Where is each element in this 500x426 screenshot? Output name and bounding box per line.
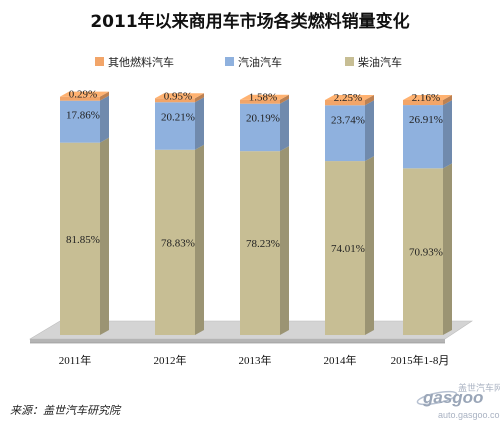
bar-top-3 [325,95,374,100]
legend-swatch-diesel [345,57,354,66]
bar-side-diesel-1 [195,144,204,335]
legend-swatch-gasoline [225,57,234,66]
value-label-other-1: 0.95% [164,90,192,102]
bar-side-gasoline-1 [195,97,204,150]
watermark-tagline: 盖世汽车网 [458,382,500,393]
legend-label-diesel: 柴油汽车 [358,55,402,69]
value-label-diesel-1: 78.83% [161,237,195,249]
bar-diesel-1 [155,149,195,335]
bar-side-gasoline-0 [100,95,109,143]
value-label-diesel-3: 74.01% [331,243,365,255]
bar-side-other-4 [443,95,452,106]
bar-top-0 [60,91,109,97]
bar-side-other-1 [195,93,204,103]
bar-side-diesel-3 [365,156,374,335]
legend-label-other: 其他燃料汽车 [108,55,174,69]
value-label-other-2: 1.58% [249,92,277,104]
source-note: 来源：盖世汽车研究院 [10,404,122,417]
bar-other-4 [403,100,443,106]
bar-gasoline-2 [240,103,280,152]
bar-diesel-0 [60,142,100,335]
bar-gasoline-0 [60,100,100,143]
legend-swatch-other [95,57,104,66]
bar-other-3 [325,100,365,106]
bar-side-gasoline-3 [365,100,374,162]
bar-gasoline-3 [325,105,365,162]
watermark-logo: gasgoo [422,388,483,407]
category-label-2: 2013年 [239,353,272,367]
bar-side-other-0 [100,91,109,101]
value-label-gasoline-2: 20.19% [246,113,280,125]
category-label-0: 2011年 [59,353,92,367]
value-label-diesel-0: 81.85% [66,234,100,246]
gasgoo-logo-icon: gasgoo [416,388,483,407]
bar-side-diesel-4 [443,163,452,335]
chart-title: 2011年以来商用车市场各类燃料销量变化 [90,11,409,32]
bar-side-gasoline-2 [280,98,289,152]
bar-diesel-4 [403,168,443,335]
bar-other-1 [155,98,195,103]
bar-side-other-2 [280,94,289,104]
floor-edge [30,339,445,343]
value-label-diesel-2: 78.23% [246,238,280,250]
category-label-1: 2012年 [154,353,187,367]
bar-side-diesel-0 [100,137,109,335]
bar-side-other-3 [365,95,374,106]
value-label-other-3: 2.25% [334,92,362,104]
bars [60,91,452,335]
value-label-diesel-4: 70.93% [409,247,443,259]
value-label-gasoline-3: 23.74% [331,114,365,126]
value-label-other-0: 0.29% [69,89,97,101]
bar-side-diesel-2 [280,146,289,335]
value-labels: 81.85% 17.86% 0.29% 78.83% 20.21% 0.95% 78.23%… [66,89,443,259]
category-label-3: 2014年 [324,353,357,367]
value-label-gasoline-1: 20.21% [161,111,195,123]
category-labels: 2011年 2012年 2013年 2014年 2015年1-8月 [59,353,450,367]
bar-gasoline-4 [403,105,443,169]
bar-top-2 [240,94,289,100]
bar-diesel-3 [325,161,365,335]
watermark-url: auto.gasgoo.com [438,410,500,420]
value-label-gasoline-4: 26.91% [409,114,443,126]
bar-gasoline-1 [155,102,195,150]
bar-diesel-2 [240,151,280,335]
bar-top-4 [403,95,452,100]
bar-top-1 [155,93,204,99]
value-label-gasoline-0: 17.86% [66,110,100,122]
category-label-4: 2015年1-8月 [391,353,450,367]
value-label-other-4: 2.16% [412,92,440,104]
legend: 其他燃料汽车 汽油汽车 柴油汽车 [95,55,402,69]
bar-other-2 [240,99,280,104]
bar-other-0 [60,96,100,101]
bar-side-gasoline-4 [443,100,452,169]
legend-label-gasoline: 汽油汽车 [238,55,282,69]
watermark: gasgoo 盖世汽车网 auto.gasgoo.com [416,382,500,420]
